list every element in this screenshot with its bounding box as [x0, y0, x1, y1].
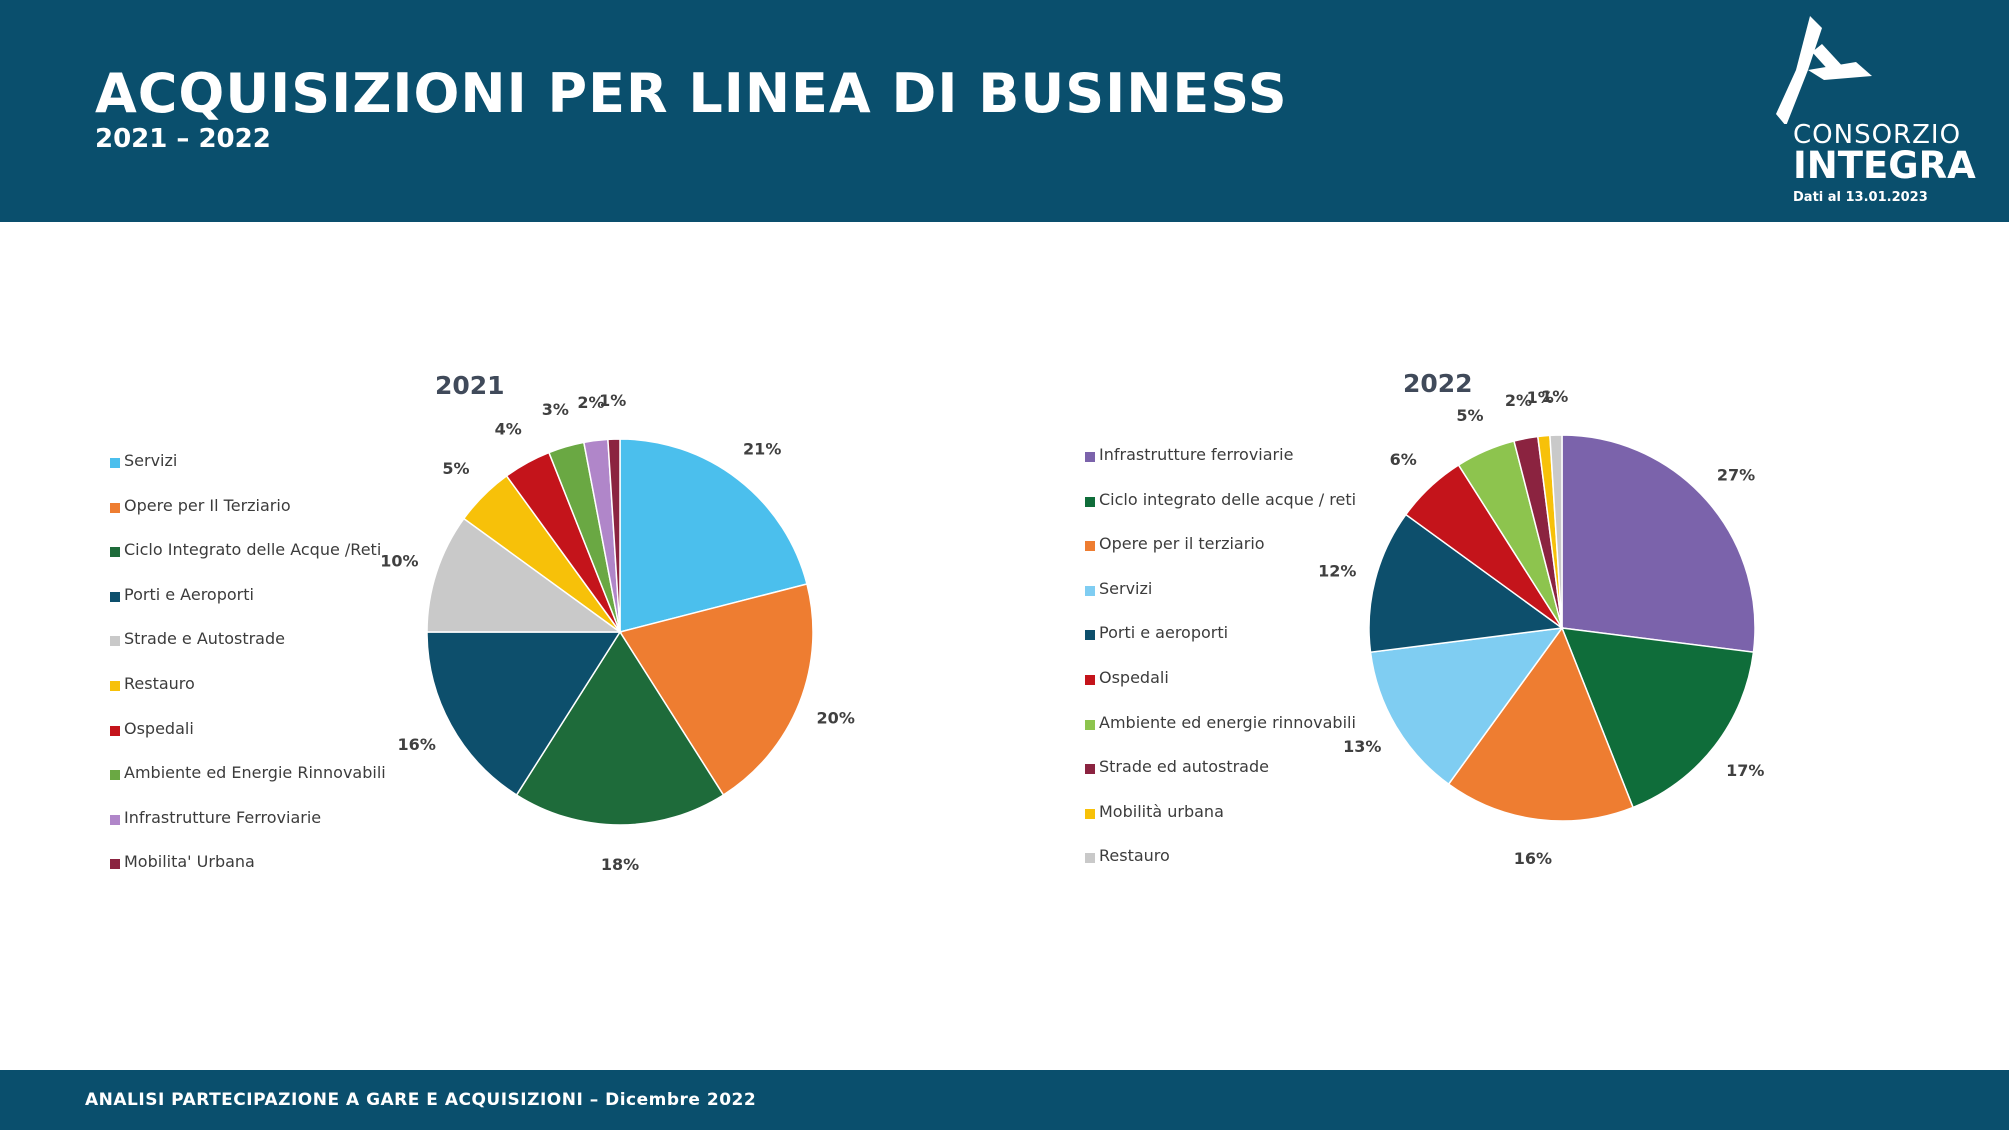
data-label-porti-e-aeroporti: 12%: [1318, 561, 1356, 580]
legend-label: Servizi: [1099, 578, 1153, 598]
pie-slice-restauro: [1549, 434, 1563, 629]
chart-2021-title: 2021: [435, 371, 505, 400]
footer-text: ANALISI PARTECIPAZIONE A GARE E ACQUISIZ…: [85, 1090, 757, 1110]
data-label-infrastrutture-ferroviarie: 2%: [577, 393, 604, 412]
legend-label: Servizi: [124, 451, 178, 470]
pie-slice-porti-e-aeroporti: [426, 631, 622, 796]
data-label-opere-per-il-terziario: 16%: [1514, 849, 1552, 868]
legend-swatch: [1085, 674, 1095, 685]
legend-label: Strade e Autostrade: [124, 629, 285, 649]
legend-swatch: [110, 859, 120, 870]
legend-swatch: [1085, 719, 1095, 730]
legend-label: Restauro: [124, 673, 195, 693]
legend-label: Ciclo integrato delle acque / reti: [1099, 489, 1357, 509]
data-date: Dati al 13.01.2023: [1793, 190, 1928, 205]
logo-text-integra: INTEGRA: [1793, 144, 1976, 187]
data-label-mobilita-urbana: 1%: [599, 391, 626, 410]
chart-2021-pie: 21% 20% 18% 16% 10% 5% 4% 3% 2%1%: [380, 391, 855, 874]
legend-swatch: [110, 770, 120, 781]
chart-2022-title: 2022: [1403, 369, 1473, 398]
data-label-strade-e-autostrade: 10%: [380, 551, 418, 570]
legend-label: Ambiente ed Energie Rinnovabili: [124, 763, 386, 783]
data-label-servizi: 21%: [743, 440, 781, 459]
legend-swatch: [110, 636, 120, 647]
page-title: ACQUISIZIONI PER LINEA DI BUSINESS: [95, 62, 1288, 125]
pie-slice-strade-e-autostrade: [426, 517, 623, 633]
data-label-infrastrutture-ferroviarie: 27%: [1717, 466, 1755, 485]
legend-label: Strade ed autostrade: [1099, 757, 1269, 777]
data-label-opere-per-il-terziario: 20%: [817, 708, 855, 727]
legend-label: Opere per Il Terziario: [124, 495, 291, 515]
legend-swatch: [110, 814, 120, 825]
legend-label: Mobilità urbana: [1099, 801, 1224, 821]
page-subtitle: 2021 – 2022: [95, 124, 271, 154]
data-label-ciclo-integrato-delle-acque-reti: 18%: [601, 855, 639, 874]
legend-swatch: [1085, 541, 1095, 552]
legend-label: Restauro: [1099, 846, 1170, 866]
legend-swatch: [1085, 808, 1095, 819]
legend-label: Ambiente ed energie rinnovabili: [1099, 712, 1356, 732]
data-label-ospedali: 6%: [1390, 450, 1417, 469]
legend-label: Porti e aeroporti: [1099, 623, 1229, 643]
data-label-servizi: 13%: [1343, 737, 1381, 756]
data-label-ambiente-ed-energie-rinnovabili: 5%: [1456, 406, 1483, 425]
footer-banner: ANALISI PARTECIPAZIONE A GARE E ACQUISIZ…: [0, 1070, 2009, 1130]
legend-swatch: [110, 502, 120, 513]
logo-text-consorzio: CONSORZIO: [1793, 120, 1962, 150]
pie-slice-opere-per-il-terziario: [618, 583, 814, 796]
data-label-restauro: 5%: [442, 459, 469, 478]
pie-slice-ciclo-integrato-delle-acque-reti: [515, 630, 725, 826]
pie-slice-servizi: [1369, 627, 1564, 786]
data-label-restauro: 1%: [1541, 387, 1568, 406]
legend-swatch: [110, 458, 120, 468]
legend-swatch: [1085, 496, 1095, 507]
legend-label: Mobilita' Urbana: [124, 852, 255, 872]
legend-swatch: [1085, 764, 1095, 775]
pie-slice-mobilita-urbana: [607, 438, 621, 633]
triskelion-logo-icon: [1776, 16, 1872, 124]
legend-swatch: [1085, 585, 1095, 596]
pie-slice-servizi: [619, 438, 808, 633]
pie-slice-infrastrutture-ferroviarie: [1561, 434, 1756, 654]
legend-label: Porti e Aeroporti: [124, 584, 254, 604]
legend-label: Ospedali: [1099, 667, 1169, 687]
legend-swatch: [110, 591, 120, 602]
legend-label: Infrastrutture ferroviarie: [1099, 445, 1294, 464]
legend-swatch: [110, 547, 120, 558]
legend-swatch: [110, 680, 120, 691]
data-label-strade-ed-autostrade: 2%: [1505, 391, 1532, 410]
pie-slice-porti-e-aeroporti: [1368, 513, 1564, 654]
legend-label: Opere per il terziario: [1099, 534, 1265, 554]
data-label-porti-e-aeroporti: 16%: [398, 735, 436, 754]
data-label-ciclo-integrato-delle-acque-reti: 17%: [1726, 761, 1764, 780]
legend-swatch: [1085, 452, 1095, 462]
legend-swatch: [110, 725, 120, 736]
legend-label: Ospedali: [124, 718, 194, 738]
legend-swatch: [1085, 630, 1095, 641]
legend-swatch: [1085, 853, 1095, 864]
data-label-mobilit-urbana: 1%: [1527, 388, 1554, 407]
pie-slice-opere-per-il-terziario: [1447, 626, 1635, 822]
legend-label: Ciclo Integrato delle Acque /Reti: [124, 540, 382, 560]
consorzio-integra-logo: CONSORZIO INTEGRA Dati al 13.01.2023: [1760, 14, 1976, 214]
header-banner: ACQUISIZIONI PER LINEA DI BUSINESS 2021 …: [0, 0, 2009, 222]
legend-label: Infrastrutture Ferroviarie: [124, 807, 322, 827]
data-label-ambiente-ed-energie-rinnovabili: 3%: [542, 400, 569, 419]
chart-2022-pie: 27%17%16%13%12%6%5%2%1%1%: [1318, 387, 1764, 868]
data-label-ospedali: 4%: [495, 420, 522, 439]
pie-slice-ciclo-integrato-delle-acque-reti: [1560, 627, 1755, 809]
